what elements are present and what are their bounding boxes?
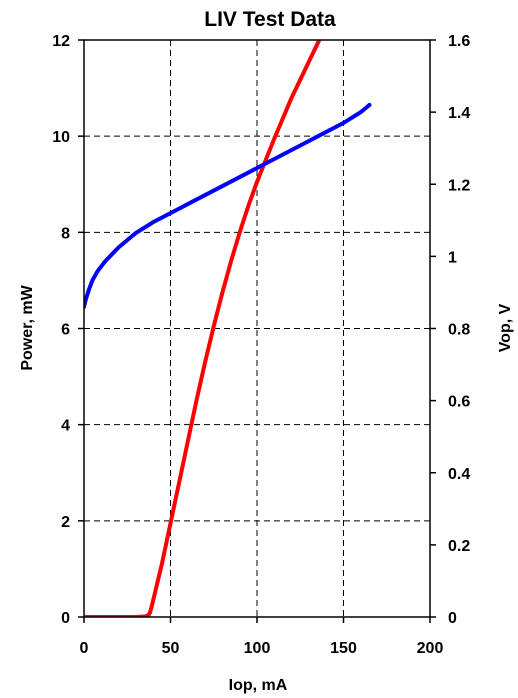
power-series-line [84, 40, 322, 617]
x-tick-label: 150 [330, 640, 357, 657]
right-y-tick-label: 1.4 [448, 105, 470, 122]
left-y-tick-label: 10 [52, 129, 70, 146]
right-y-tick-label: 0 [448, 610, 457, 627]
x-tick-label: 50 [162, 640, 180, 657]
x-tick-label: 100 [244, 640, 271, 657]
voltage-series-line [84, 102, 372, 309]
x-axis-label: Iop, mA [229, 677, 288, 694]
right-y-tick-label: 1.6 [448, 33, 470, 50]
left-y-tick-label: 0 [61, 610, 70, 627]
right-y-tick-label: 0.2 [448, 538, 470, 555]
grid-lines [84, 40, 430, 617]
left-y-tick-label: 2 [61, 514, 70, 531]
left-y-axis-label: Power, mW [19, 284, 36, 370]
right-y-tick-label: 0.4 [448, 466, 470, 483]
right-y-axis-label: Vop, V [497, 303, 514, 352]
right-y-tick-label: 0.6 [448, 394, 470, 411]
left-y-tick-label: 12 [52, 33, 70, 50]
left-y-tick-label: 4 [61, 418, 70, 435]
series-layer [84, 40, 372, 617]
left-y-tick-label: 8 [61, 225, 70, 242]
right-y-tick-label: 1.2 [448, 177, 470, 194]
right-y-tick-label: 1 [448, 249, 457, 266]
axis-ticks: 0 50 100 150 20002468101200.20.40.60.811.21.… [52, 33, 470, 657]
x-tick-label: 0 [80, 640, 89, 657]
x-tick-label: 200 [417, 640, 444, 657]
left-y-tick-label: 6 [61, 322, 70, 339]
chart-title: LIV Test Data [204, 8, 336, 31]
right-y-tick-label: 0.8 [448, 322, 470, 339]
